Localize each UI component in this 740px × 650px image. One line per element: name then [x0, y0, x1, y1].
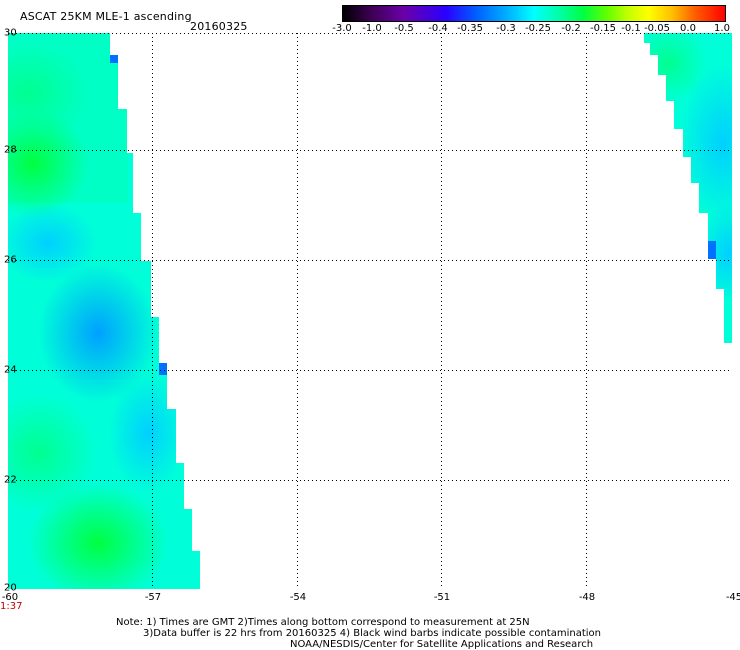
y-tick-label: 24: [4, 364, 17, 376]
y-tick-label: 20: [4, 582, 17, 594]
note-line-1: Note: 1) Times are GMT 2)Times along bot…: [116, 617, 530, 628]
x-tick-label: -60: [1, 592, 19, 603]
colorbar-label: -1.0: [362, 23, 382, 34]
colorbar-label: -0.05: [644, 23, 670, 34]
colorbar-label: -0.35: [457, 23, 483, 34]
colorbar: [342, 5, 726, 22]
y-tick-label: 28: [4, 144, 17, 156]
y-tick-label: 30: [4, 27, 17, 39]
map-grid: [8, 33, 732, 589]
colorbar-label: -0.15: [590, 23, 616, 34]
note-line-2: 3)Data buffer is 22 hrs from 20160325 4)…: [143, 628, 601, 639]
colorbar-label: -0.2: [561, 23, 581, 34]
x-tick-label: -54: [289, 592, 307, 603]
right-swath: [644, 33, 732, 343]
colorbar-label: -3.0: [332, 23, 352, 34]
x-tick-label: -51: [433, 592, 451, 603]
y-tick-label: 26: [4, 254, 17, 266]
colorbar-label: -0.1: [621, 23, 641, 34]
x-tick-label: -45: [725, 592, 740, 603]
colorbar-label: 0.0: [680, 23, 696, 34]
left-swath: [8, 33, 200, 589]
product-title: ASCAT 25KM MLE-1 ascending: [20, 10, 192, 23]
x-tick-label: -48: [578, 592, 596, 603]
note-line-3: NOAA/NESDIS/Center for Satellite Applica…: [290, 639, 594, 650]
swath-map: [8, 33, 732, 589]
product-date: 20160325: [190, 20, 248, 33]
colorbar-label: -0.25: [525, 23, 551, 34]
colorbar-label: -0.5: [394, 23, 414, 34]
time-label: 1:37: [0, 601, 23, 612]
colorbar-label: 1.0: [714, 23, 730, 34]
y-tick-label: 22: [4, 474, 17, 486]
colorbar-label: -0.4: [428, 23, 448, 34]
colorbar-label: -0.3: [496, 23, 516, 34]
x-tick-label: -57: [144, 592, 162, 603]
